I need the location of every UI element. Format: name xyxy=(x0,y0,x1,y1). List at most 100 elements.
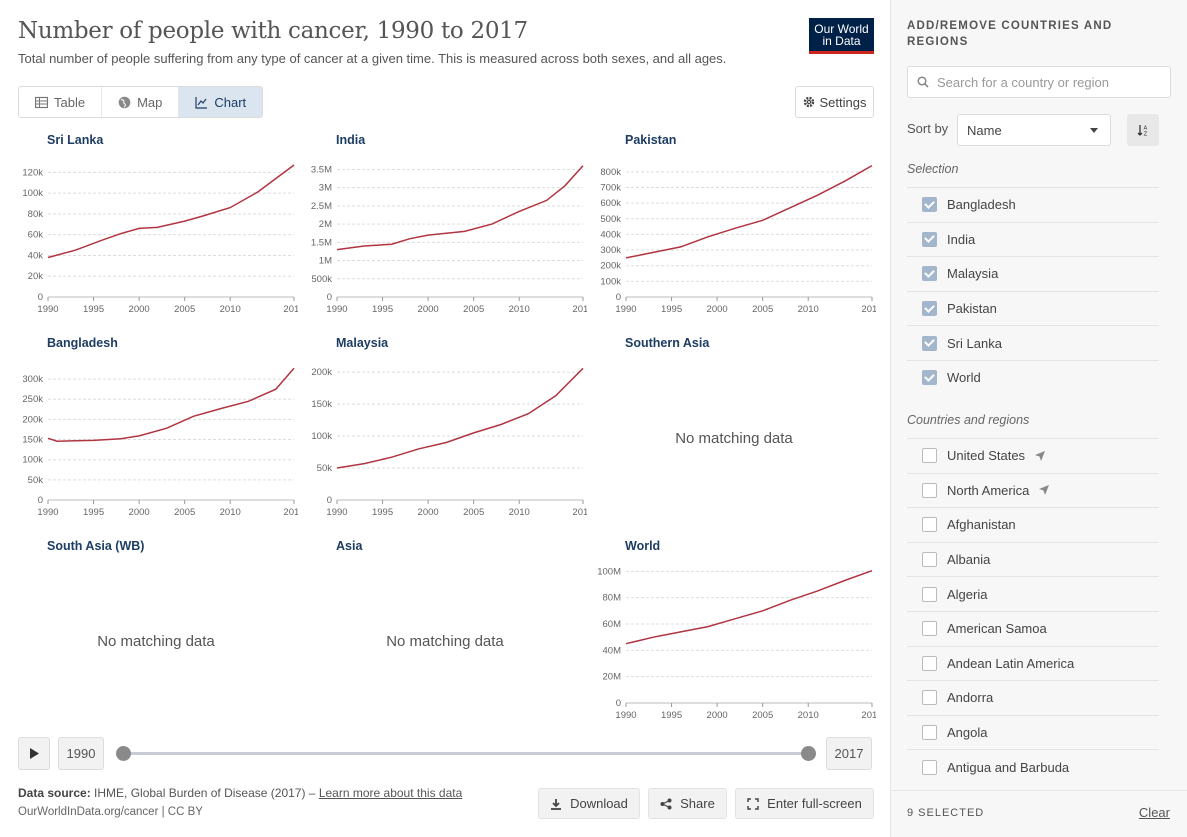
fullscreen-label: Enter full-screen xyxy=(767,796,862,811)
country-item-angola[interactable]: Angola xyxy=(907,715,1159,750)
y-tick-label: 2.5M xyxy=(311,201,332,212)
source-text: IHME, Global Burden of Disease (2017) – xyxy=(91,786,319,800)
countries-list: United States North America Afghanistan Alb… xyxy=(907,438,1159,784)
checkbox[interactable] xyxy=(922,725,937,740)
y-tick-label: 150k xyxy=(22,435,43,446)
country-item-label: Algeria xyxy=(947,587,987,602)
checkbox-checked[interactable] xyxy=(922,232,937,247)
x-tick-label: 2017 xyxy=(283,507,298,518)
play-button[interactable] xyxy=(18,737,50,770)
country-item-andean-latin-america[interactable]: Andean Latin America xyxy=(907,646,1159,681)
checkbox[interactable] xyxy=(922,621,937,636)
country-item-albania[interactable]: Albania xyxy=(907,542,1159,577)
play-icon xyxy=(29,748,39,759)
selected-item-pakistan[interactable]: Pakistan xyxy=(907,291,1159,326)
chart-panel-bangladesh: Bangladesh 0 50k 100k 150k 200k 250k 300k 1990 19… xyxy=(18,333,304,533)
checkbox-checked[interactable] xyxy=(922,197,937,212)
checkbox-checked[interactable] xyxy=(922,370,937,385)
no-data-message: No matching data xyxy=(596,430,872,447)
selected-item-india[interactable]: India xyxy=(907,222,1159,257)
small-multiples-grid: Sri Lanka 0 20k 40k 60k 80k 100k 120k 1990 1995 20… xyxy=(18,130,878,725)
timeline-start-year[interactable]: 1990 xyxy=(58,737,104,770)
country-item-label: North America xyxy=(947,483,1029,498)
selected-item-malaysia[interactable]: Malaysia xyxy=(907,256,1159,291)
page-subtitle: Total number of people suffering from an… xyxy=(18,51,726,66)
country-item-label: Andean Latin America xyxy=(947,656,1074,671)
checkbox[interactable] xyxy=(922,483,937,498)
series-line-india xyxy=(337,166,583,250)
selected-item-sri-lanka[interactable]: Sri Lanka xyxy=(907,325,1159,360)
timeline-start-handle[interactable] xyxy=(116,746,131,761)
country-item-algeria[interactable]: Algeria xyxy=(907,576,1159,611)
location-arrow-icon xyxy=(1039,485,1049,495)
country-item-north-america[interactable]: North America xyxy=(907,473,1159,508)
country-item-united-states[interactable]: United States xyxy=(907,438,1159,473)
sidebar-header: ADD/REMOVE COUNTRIES AND REGIONS xyxy=(907,18,1157,50)
sort-icon: AZ xyxy=(1137,124,1150,136)
download-button[interactable]: Download xyxy=(538,788,640,819)
page-title: Number of people with cancer, 1990 to 20… xyxy=(18,18,528,44)
clear-button[interactable]: Clear xyxy=(1139,805,1170,820)
checkbox[interactable] xyxy=(922,517,937,532)
selected-item-label: Sri Lanka xyxy=(947,336,1002,351)
checkbox[interactable] xyxy=(922,552,937,567)
x-tick-label: 2010 xyxy=(220,304,241,315)
checkbox[interactable] xyxy=(922,448,937,463)
selected-item-label: Malaysia xyxy=(947,266,998,281)
y-tick-label: 0 xyxy=(38,292,43,303)
sort-by-select[interactable]: Name xyxy=(957,114,1111,146)
settings-label: Settings xyxy=(820,95,867,110)
country-item-antigua-and-barbuda[interactable]: Antigua and Barbuda xyxy=(907,749,1159,784)
settings-button[interactable]: Settings xyxy=(795,86,874,118)
fullscreen-button[interactable]: Enter full-screen xyxy=(735,788,874,819)
selected-item-world[interactable]: World xyxy=(907,360,1159,395)
y-tick-label: 500k xyxy=(600,214,621,225)
y-tick-label: 40k xyxy=(28,250,44,261)
source-url: OurWorldInData.org/cancer | CC BY xyxy=(18,806,203,818)
search-placeholder: Search for a country or region xyxy=(937,75,1109,90)
x-tick-label: 1990 xyxy=(37,507,58,518)
y-tick-label: 80k xyxy=(28,209,44,220)
line-chart-svg: 0500k1M1.5M2M2.5M3M3.5M1990 1995 2000 2005 2… xyxy=(307,130,587,325)
checkbox-checked[interactable] xyxy=(922,336,937,351)
country-item-label: Angola xyxy=(947,725,987,740)
y-tick-label: 50k xyxy=(28,475,44,486)
entity-selector-sidebar: ADD/REMOVE COUNTRIES AND REGIONS Search … xyxy=(890,0,1187,837)
series-line-pakistan xyxy=(626,166,872,258)
timeline-end-year[interactable]: 2017 xyxy=(826,737,872,770)
country-item-andorra[interactable]: Andorra xyxy=(907,680,1159,715)
share-button[interactable]: Share xyxy=(648,788,727,819)
chart-panel-world: World 0 20M 40M 60M 80M 100M 1990 1995 2000 2005 20… xyxy=(596,536,882,736)
checkbox[interactable] xyxy=(922,690,937,705)
x-tick-label: 1995 xyxy=(372,507,393,518)
checkbox[interactable] xyxy=(922,656,937,671)
x-tick-label: 2005 xyxy=(463,304,484,315)
selected-item-label: Pakistan xyxy=(947,301,997,316)
x-tick-label: 2005 xyxy=(752,304,773,315)
tab-chart[interactable]: Chart xyxy=(179,87,262,117)
y-tick-label: 250k xyxy=(22,394,43,405)
tab-table[interactable]: Table xyxy=(19,87,102,117)
checkbox[interactable] xyxy=(922,587,937,602)
checkbox[interactable] xyxy=(922,760,937,775)
y-tick-label: 20M xyxy=(603,672,622,683)
timeline-track[interactable] xyxy=(123,752,808,755)
country-item-afghanistan[interactable]: Afghanistan xyxy=(907,507,1159,542)
chart-panel-malaysia: Malaysia 0 50k 100k 150k 200k 1990 1995 2000 2005… xyxy=(307,333,593,533)
country-item-american-samoa[interactable]: American Samoa xyxy=(907,611,1159,646)
learn-more-link[interactable]: Learn more about this data xyxy=(319,786,462,800)
y-tick-label: 400k xyxy=(600,229,621,240)
y-tick-label: 150k xyxy=(311,399,332,410)
checkbox-checked[interactable] xyxy=(922,266,937,281)
owid-logo[interactable]: Our World in Data xyxy=(809,18,874,54)
timeline-end-handle[interactable] xyxy=(801,746,816,761)
checkbox-checked[interactable] xyxy=(922,301,937,316)
country-item-label: American Samoa xyxy=(947,621,1047,636)
tab-map[interactable]: Map xyxy=(102,87,179,117)
tab-map-label: Map xyxy=(137,95,162,110)
search-input[interactable]: Search for a country or region xyxy=(907,66,1171,98)
selection-label: Selection xyxy=(907,162,958,176)
y-tick-label: 300k xyxy=(22,374,43,385)
selected-item-bangladesh[interactable]: Bangladesh xyxy=(907,187,1159,222)
